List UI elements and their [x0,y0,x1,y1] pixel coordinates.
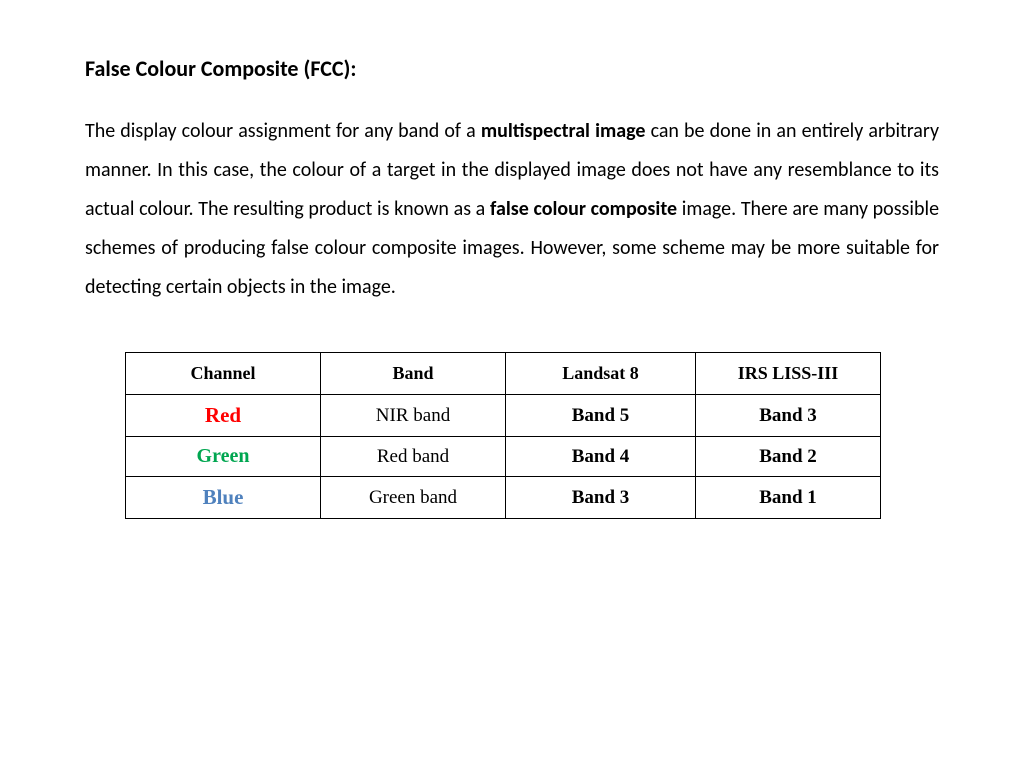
cell-irs-b1: Band 1 [696,477,881,519]
cell-landsat-b3: Band 3 [506,477,696,519]
body-paragraph: The display colour assignment for any ba… [85,112,939,307]
table-row: Red NIR band Band 5 Band 3 [126,395,881,437]
cell-channel-blue: Blue [126,477,321,519]
cell-irs-b3: Band 3 [696,395,881,437]
cell-landsat-b5: Band 5 [506,395,696,437]
table-container: Channel Band Landsat 8 IRS LISS-III Red … [85,352,939,519]
table-header-row: Channel Band Landsat 8 IRS LISS-III [126,353,881,395]
cell-landsat-b4: Band 4 [506,437,696,477]
cell-band-green: Green band [321,477,506,519]
table-row: Blue Green band Band 3 Band 1 [126,477,881,519]
cell-channel-green: Green [126,437,321,477]
cell-irs-b2: Band 2 [696,437,881,477]
para-bold-multispectral: multispectral image [481,119,651,143]
col-header-channel: Channel [126,353,321,395]
col-header-irs: IRS LISS-III [696,353,881,395]
cell-band-red: Red band [321,437,506,477]
cell-band-nir: NIR band [321,395,506,437]
page-title: False Colour Composite (FCC): [85,55,939,82]
para-seg1: The display colour assignment for any ba… [85,119,481,143]
fcc-table: Channel Band Landsat 8 IRS LISS-III Red … [125,352,881,519]
table-row: Green Red band Band 4 Band 2 [126,437,881,477]
col-header-band: Band [321,353,506,395]
cell-channel-red: Red [126,395,321,437]
col-header-landsat: Landsat 8 [506,353,696,395]
para-bold-fcc: false colour composite [490,197,682,221]
